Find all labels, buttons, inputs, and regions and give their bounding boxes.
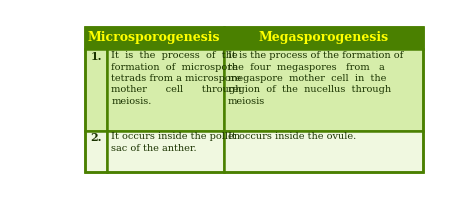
Bar — [224, 49, 423, 130]
Text: Microsporogenesis: Microsporogenesis — [88, 32, 220, 45]
Text: 1.: 1. — [90, 51, 102, 62]
Text: It occurs inside the ovule.: It occurs inside the ovule. — [228, 132, 356, 141]
Bar — [224, 130, 423, 172]
Bar — [85, 27, 224, 49]
Bar — [85, 49, 107, 130]
Bar — [107, 49, 224, 130]
Text: Megasporogenesis: Megasporogenesis — [258, 32, 388, 45]
Text: It  is  the  process  of  the
formation  of  microspore
tetrads from a microspor: It is the process of the formation of mi… — [111, 51, 242, 106]
Bar — [107, 130, 224, 172]
Text: It occurs inside the pollen
sac of the anther.: It occurs inside the pollen sac of the a… — [111, 132, 240, 153]
Bar — [224, 27, 423, 49]
Bar — [85, 130, 107, 172]
Text: It is the process of the formation of
the  four  megaspores   from   a
megaspore: It is the process of the formation of th… — [228, 51, 403, 106]
Text: 2.: 2. — [90, 132, 102, 143]
